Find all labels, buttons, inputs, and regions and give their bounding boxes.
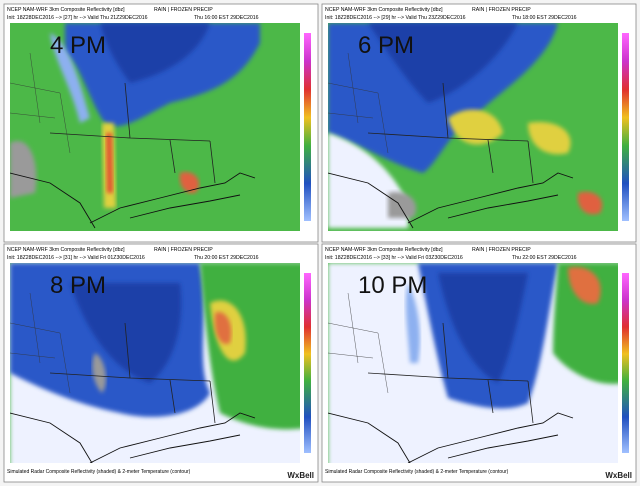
panel-title: NCEP NAM-WRF 3km Composite Reflectivity …: [7, 247, 125, 253]
panel-local: Thu 18:00 EST 29DEC2016: [512, 15, 577, 21]
county-lines: [10, 52, 71, 154]
radar-echo: [92, 353, 106, 393]
radar-echo: [10, 141, 37, 198]
state-border: [367, 322, 534, 424]
county-lines: [328, 292, 389, 394]
radar-echo: [179, 172, 200, 194]
map-area: 10 PM: [328, 263, 629, 463]
panel-init: Init: 18Z28DEC2016 --> [33] hr --> Valid…: [325, 255, 463, 261]
time-label: 6 PM: [358, 32, 414, 59]
map-panel: NCEP NAM-WRF 3km Composite Reflectivity …: [321, 243, 637, 483]
radar-echo: [106, 133, 113, 193]
map-area: 6 PM: [328, 23, 629, 231]
time-label: 4 PM: [50, 32, 106, 59]
panel-precip: RAIN | FROZEN PRECIP: [154, 7, 213, 13]
coastline: [328, 412, 574, 463]
county-lines: [328, 52, 389, 154]
map-panel: NCEP NAM-WRF 3km Composite Reflectivity …: [3, 243, 319, 483]
panel-precip: RAIN | FROZEN PRECIP: [472, 247, 531, 253]
radar-echo: [448, 109, 503, 145]
coastline: [328, 172, 574, 229]
radar-echo: [214, 312, 232, 344]
panel-local: Thu 16:00 EST 29DEC2016: [194, 15, 259, 21]
radar-echo: [50, 33, 90, 123]
map-layers: [10, 263, 300, 463]
map-area: 4 PM: [10, 23, 311, 231]
radar-echo: [577, 191, 603, 215]
radar-echo: [528, 122, 571, 155]
color-bar: [304, 33, 311, 221]
state-border: [49, 82, 216, 184]
map-layers: [10, 23, 300, 231]
panel-init: Init: 18Z28DEC2016 --> [29] hr --> Valid…: [325, 15, 466, 21]
panel-title: NCEP NAM-WRF 3km Composite Reflectivity …: [7, 7, 125, 13]
brand: WxBell: [287, 471, 314, 480]
map-layers: [328, 23, 618, 231]
radar-echo: [388, 192, 417, 218]
panel-title: NCEP NAM-WRF 3km Composite Reflectivity …: [325, 247, 443, 253]
color-bar: [622, 273, 629, 453]
county-lines: [10, 292, 71, 394]
panel-footer: Simulated Radar Composite Reflectivity (…: [325, 469, 509, 475]
color-bar: [304, 273, 311, 453]
panel-footer: Simulated Radar Composite Reflectivity (…: [7, 469, 191, 475]
radar-echo: [438, 273, 528, 383]
panel-local: Thu 22:00 EST 29DEC2016: [512, 255, 577, 261]
panel-precip: RAIN | FROZEN PRECIP: [472, 7, 531, 13]
panel-local: Thu 20:00 EST 29DEC2016: [194, 255, 259, 261]
map-area: 8 PM: [10, 263, 311, 463]
radar-echo: [568, 267, 601, 304]
panel-init: Init: 18Z28DEC2016 --> [31] hr --> Valid…: [7, 255, 145, 261]
coastline: [10, 172, 256, 229]
map-layers: [328, 263, 618, 463]
state-border: [49, 322, 216, 424]
panel-precip: RAIN | FROZEN PRECIP: [154, 247, 213, 253]
radar-echo: [405, 283, 420, 363]
time-label: 10 PM: [358, 272, 427, 299]
radar-echo: [328, 23, 558, 173]
panel-init: Init: 18Z28DEC2016 --> [27] hr --> Valid…: [7, 15, 148, 21]
radar-echo: [553, 263, 618, 384]
coastline: [10, 412, 256, 463]
radar-echo: [100, 23, 210, 83]
map-panel: NCEP NAM-WRF 3km Composite Reflectivity …: [321, 3, 637, 243]
state-border: [367, 82, 534, 184]
brand: WxBell: [605, 471, 632, 480]
color-bar: [622, 33, 629, 221]
time-label: 8 PM: [50, 272, 106, 299]
map-panel: NCEP NAM-WRF 3km Composite Reflectivity …: [3, 3, 319, 243]
radar-echo: [368, 23, 518, 103]
panel-title: NCEP NAM-WRF 3km Composite Reflectivity …: [325, 7, 443, 13]
